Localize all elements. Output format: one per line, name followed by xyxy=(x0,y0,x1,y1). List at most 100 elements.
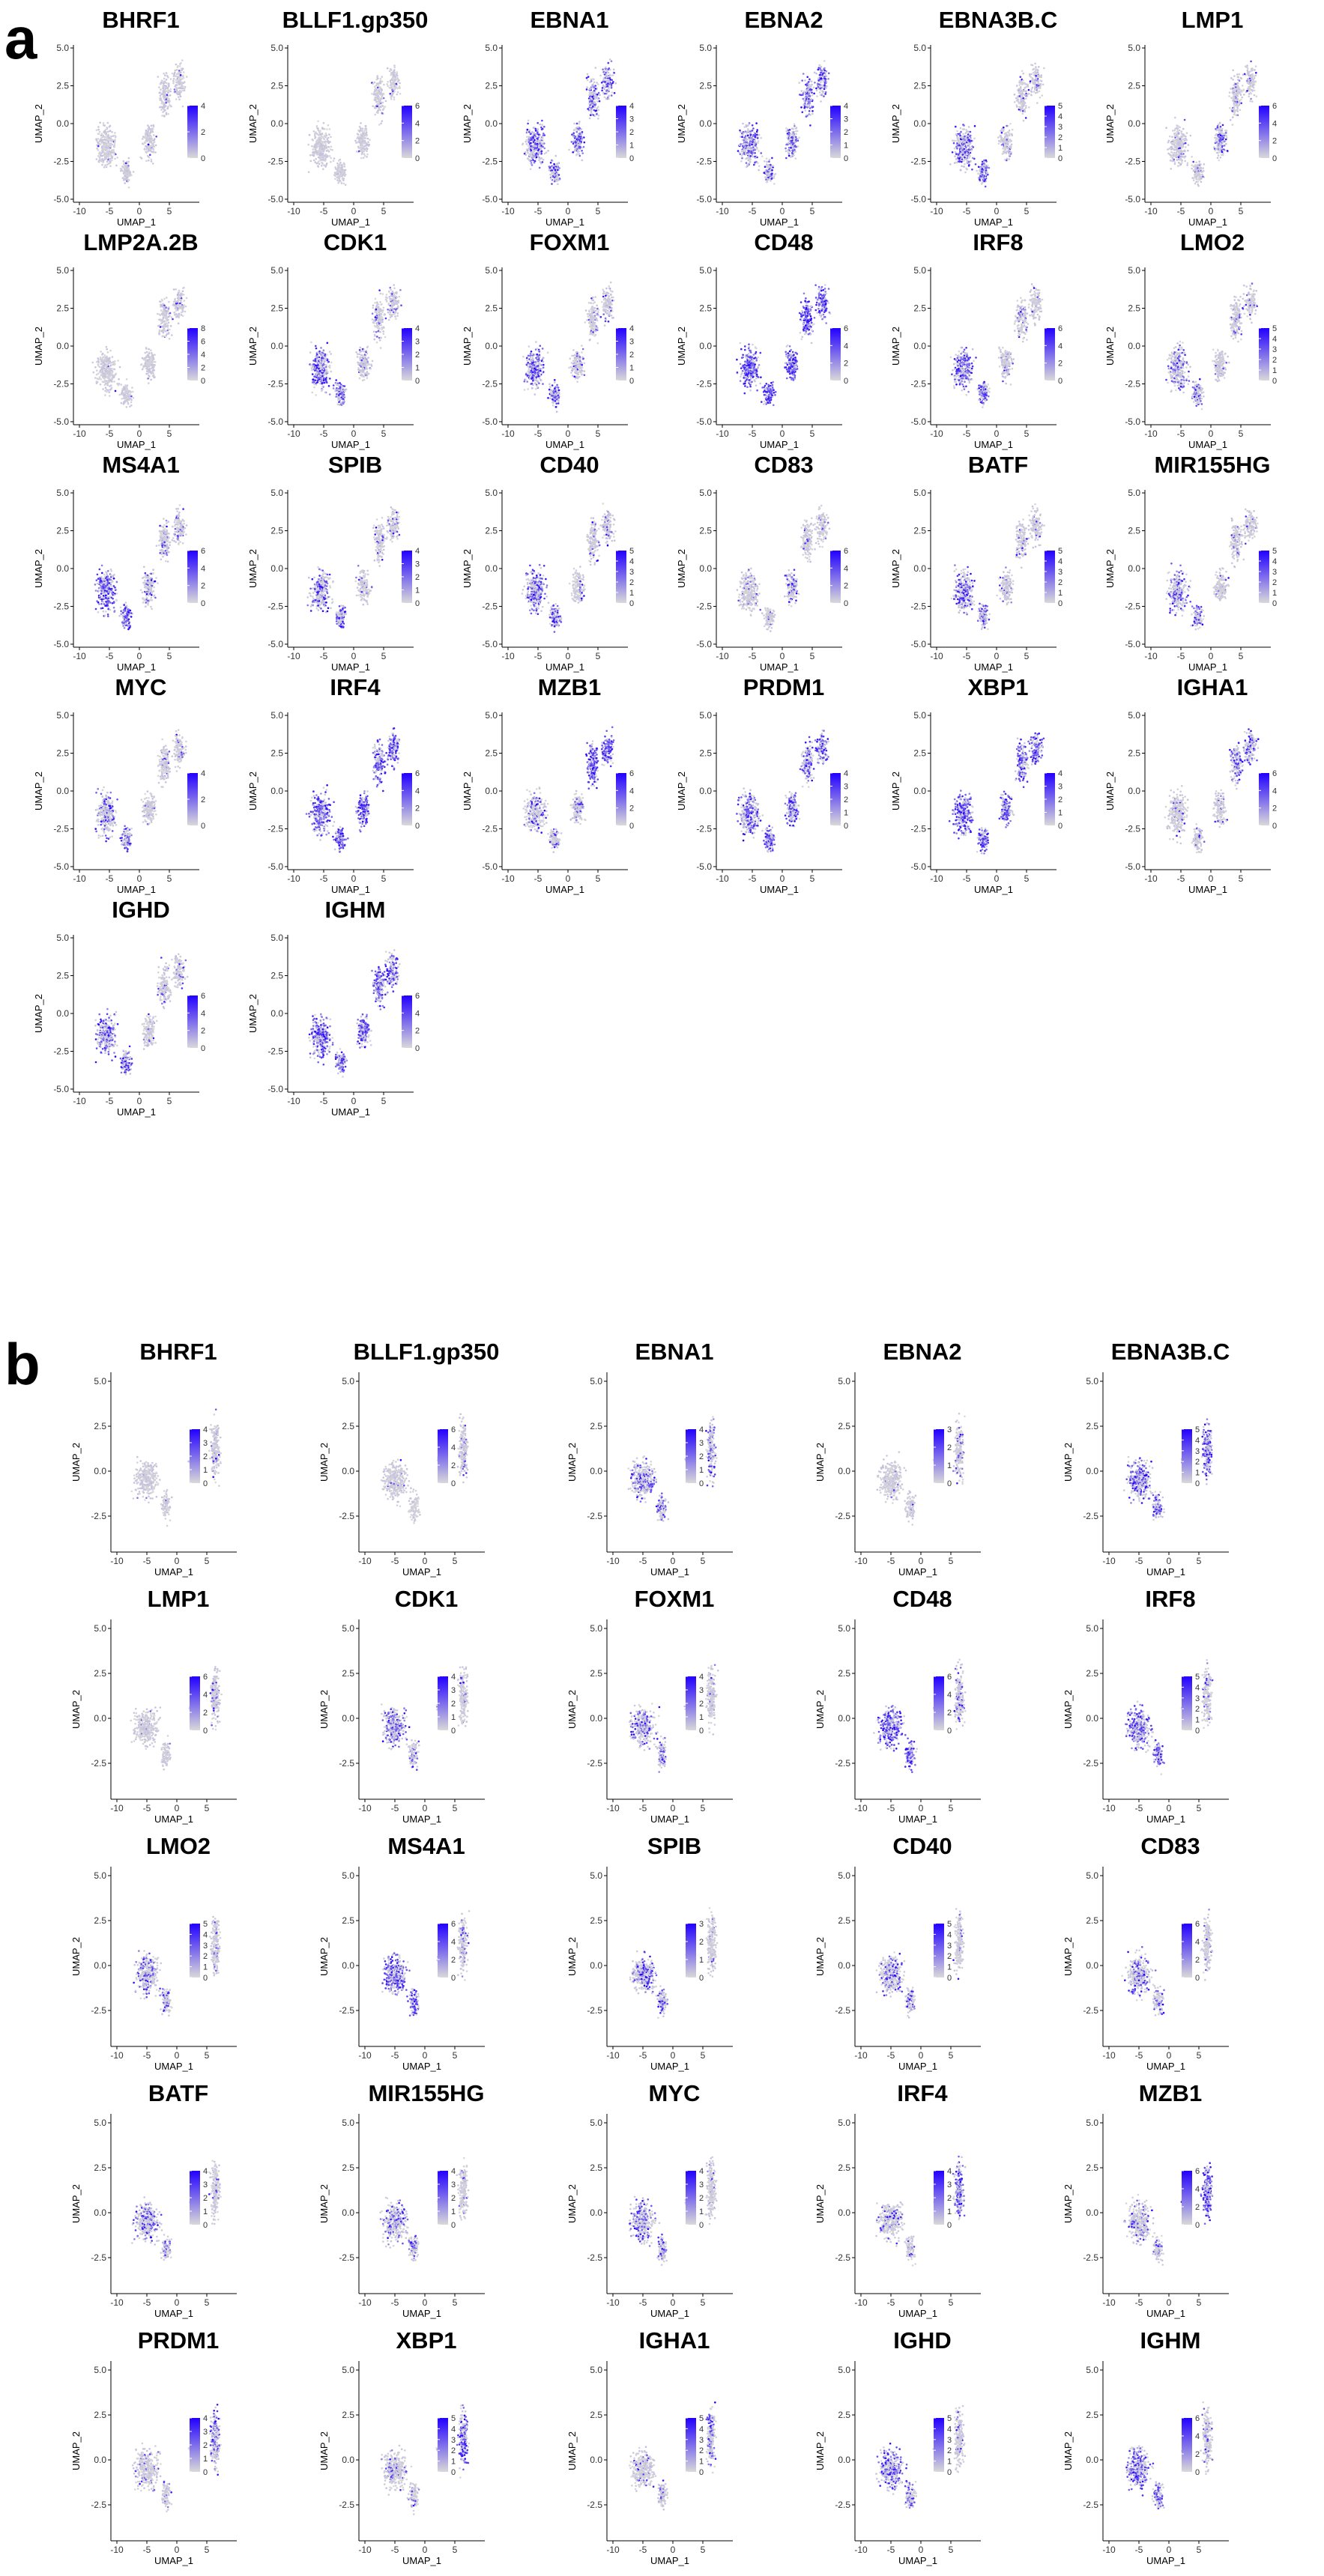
panel-a-1-cell-125 xyxy=(112,135,115,137)
panel-a-1-cell-353 xyxy=(127,168,130,170)
panel-a-1-cell-29 xyxy=(97,129,100,131)
panel-a-1-cell-221 xyxy=(105,146,107,148)
panel-a-1-ytick-label-2: 0.0 xyxy=(56,118,69,129)
panel-a-1-cell-663 xyxy=(168,98,170,100)
panel-a-1-cell-616 xyxy=(160,109,163,111)
panel-a-1-cell-717 xyxy=(184,81,186,83)
panel-a-1-cell-66 xyxy=(99,131,101,133)
panel-a-1-cell-247 xyxy=(103,142,106,144)
panel-a-1-legend-tick-2: 4 xyxy=(201,102,205,111)
panel-a-1-cell-239 xyxy=(99,151,101,154)
panel-a-1-cell-322 xyxy=(127,165,130,167)
panel-a-1-cell-776 xyxy=(181,90,184,92)
panel-a-1-cell-760 xyxy=(183,71,185,73)
panel-a-1-cell-369 xyxy=(124,172,127,175)
panel-a-2-cell-53 xyxy=(309,154,312,157)
panel-a-1-cell-490 xyxy=(147,148,149,150)
panel-a-1-cell-740 xyxy=(170,78,172,80)
panel-a-1-cell-232 xyxy=(108,153,110,155)
panel-a-1-cell-513 xyxy=(154,138,156,140)
panel-a-1-cell-198 xyxy=(110,136,112,138)
panel-a-1-ytick-label-1: -2.5 xyxy=(53,156,69,166)
panel-a-1-cell-72 xyxy=(103,122,105,124)
panel-a-1-cell-231 xyxy=(99,157,101,159)
panel-a-1-cell-207 xyxy=(114,139,116,141)
panel-a-1-cell-511 xyxy=(154,141,156,143)
panel-a-1-cell-210 xyxy=(110,145,112,148)
panel-a-1-cell-784 xyxy=(179,87,181,89)
panel-a-1-cell-500 xyxy=(152,163,154,165)
panel-a-1-cell-609 xyxy=(163,115,166,118)
panel-a-2-cell-65 xyxy=(323,164,325,166)
panel-a-1-cell-217 xyxy=(108,148,110,150)
panel-a-1-cell-571 xyxy=(161,115,163,117)
panel-a-1-cell-754 xyxy=(174,72,176,74)
panel-a-1-cell-502 xyxy=(153,126,155,128)
panel-a-1-cell-638 xyxy=(162,86,164,88)
panel-a-1-cell-196 xyxy=(103,139,106,141)
panel-a-1-cell-582 xyxy=(163,110,166,112)
panel-a-2-plot: BLLF1.gp350-10 -5 0 5-5.0-2.50.02.55.0UMAP_… xyxy=(247,7,428,228)
panel-a-1-cell-190 xyxy=(109,165,112,167)
panel-a-1-cell-501 xyxy=(145,131,148,133)
panel-a-2-cell-73 xyxy=(325,164,327,166)
panel-a-1-cell-675 xyxy=(184,88,186,90)
panel-a-1-cell-127 xyxy=(104,164,106,166)
panel-a-1-cell-660 xyxy=(166,113,168,115)
panel-a-1-cell-712 xyxy=(181,59,184,61)
panel-a-1-cell-202 xyxy=(105,158,107,160)
panel-a-1-cell-761 xyxy=(178,78,180,80)
panel-a-1-cell-493 xyxy=(146,139,148,141)
panel-a-1-cell-361 xyxy=(127,181,130,183)
panel-a-1-cell-31 xyxy=(97,149,100,151)
panel-a-1-title: BHRF1 xyxy=(102,7,179,33)
panel-a-2-cell-63 xyxy=(326,128,328,130)
panel-a-1-cell-510 xyxy=(151,145,153,148)
panel-a-1-cell-752 xyxy=(176,84,178,86)
panel-a-1-cell-400 xyxy=(153,134,155,136)
panel-a-1-cell-518 xyxy=(142,138,144,140)
panel-a-1-cell-580 xyxy=(169,91,172,93)
panel-a-1-cell-652 xyxy=(165,97,167,100)
panel-a-1-xtick-label-1: -5 xyxy=(106,206,114,216)
panel-a-1-cell-637 xyxy=(168,84,170,86)
panel-a-1-cell-256 xyxy=(107,141,109,143)
panel-a-1-cell-770 xyxy=(179,79,181,81)
panel-a-1-cell-530 xyxy=(163,73,165,75)
panel-a-1-cell-662 xyxy=(160,88,162,91)
panel-a-1-cell-233 xyxy=(103,149,106,151)
panel-a-1-cell-468 xyxy=(151,130,154,133)
panel-a-1-cell-156 xyxy=(111,149,113,151)
panel-a-1-cell-240 xyxy=(109,130,111,133)
panel-a-1-cell-608 xyxy=(165,102,167,104)
panel-a-1-cell-750 xyxy=(178,70,181,72)
panel-a-2-cell-48 xyxy=(311,145,313,148)
panel-a-1-cell-703 xyxy=(178,96,180,98)
panel-a-1-cell-474 xyxy=(149,154,151,156)
panel-a-1-cell-648 xyxy=(160,82,163,84)
panel-a-1-cell-260 xyxy=(127,161,130,163)
panel-a-1-cell-179 xyxy=(97,145,100,148)
panel-a-1-cell-769 xyxy=(181,85,183,88)
panel-a-1-ytick-label-3: 2.5 xyxy=(56,81,69,91)
panel-a-1-cell-688 xyxy=(175,98,178,100)
panel-a-1-cell-629 xyxy=(165,86,167,88)
panel-a-1-cell-669 xyxy=(163,106,165,108)
panel-a-1-cell-591 xyxy=(159,91,161,94)
panel-a-1-cell-157 xyxy=(103,166,106,169)
panel-a-1-cell-503 xyxy=(145,160,148,163)
panel-a-1-cell-778 xyxy=(178,91,181,93)
panel-a-1-cell-733 xyxy=(182,88,184,90)
panel-a-1-cell-132 xyxy=(114,158,116,160)
panel-a-1-cell-498 xyxy=(147,136,149,139)
panel-a-1-cell-721 xyxy=(186,76,188,78)
panel-a-1-cell-342 xyxy=(124,182,126,184)
panel-a-2-cell-44 xyxy=(315,158,317,160)
panel-a-1-cell-349 xyxy=(120,168,122,170)
panel-a-1-cell-668 xyxy=(162,94,164,96)
panel-a-1-cell-454 xyxy=(155,145,157,147)
panel-a-1-cell-548 xyxy=(170,106,172,108)
panel-a-1-cell-600 xyxy=(160,99,162,101)
panel-a-1-cell-149 xyxy=(114,135,116,137)
panel-a-1-cell-245 xyxy=(114,144,116,146)
